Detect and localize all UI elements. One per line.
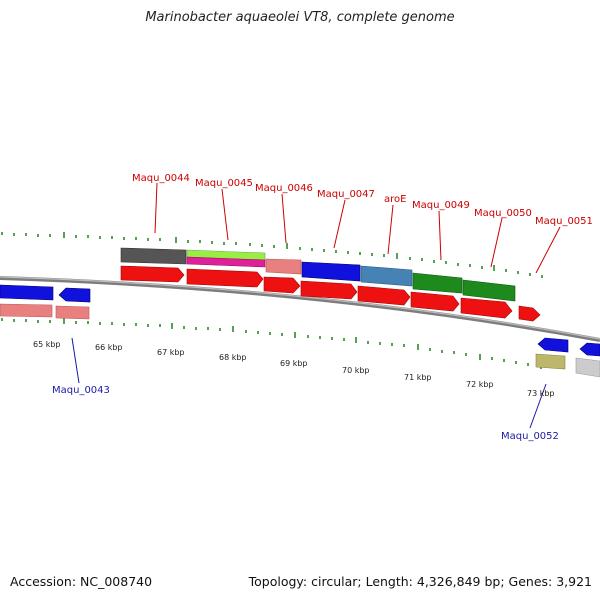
cds-arrow-maqu-0046[interactable] <box>263 276 301 294</box>
gene-block-maqu-0050[interactable] <box>462 279 516 302</box>
left-feature-group <box>0 284 91 320</box>
gene-label-maqu-0050[interactable]: Maqu_0050 <box>474 208 532 219</box>
gene-block-left-pink-1[interactable] <box>0 303 53 318</box>
genome-backbone-highlight <box>0 276 600 340</box>
kbp-label-65: 65 kbp <box>33 340 61 349</box>
gene-label-maqu-0052[interactable]: Maqu_0052 <box>501 431 559 442</box>
cds-arrow-maqu-0050[interactable] <box>460 297 513 319</box>
gene-block-maqu-0043[interactable] <box>55 305 90 320</box>
gene-label-maqu-0051[interactable]: Maqu_0051 <box>535 216 593 227</box>
gene-block-maqu-0049[interactable] <box>412 272 463 294</box>
label-leader-lines-blue <box>71 337 547 429</box>
cds-arrow-maqu-0045[interactable] <box>186 268 264 288</box>
cds-arrow-track <box>120 265 541 322</box>
kbp-label-70: 70 kbp <box>342 366 370 375</box>
lower-tick-track <box>1 318 542 369</box>
gene-label-maqu-0046[interactable]: Maqu_0046 <box>255 183 313 194</box>
gene-arrow-left-blue-1[interactable] <box>0 284 54 301</box>
gene-label-maqu-0049[interactable]: Maqu_0049 <box>412 200 470 211</box>
gene-block-maqu-0047[interactable] <box>301 261 361 282</box>
gene-block-aroe[interactable] <box>360 265 413 287</box>
gene-block-maqu-0044[interactable] <box>120 247 187 265</box>
gene-block-maqu-0052[interactable] <box>535 353 566 370</box>
kbp-label-67: 67 kbp <box>157 348 185 357</box>
label-leader-lines <box>154 182 561 274</box>
gene-label-maqu-0047[interactable]: Maqu_0047 <box>317 189 375 200</box>
gene-label-maqu-0043[interactable]: Maqu_0043 <box>52 385 110 396</box>
kbp-label-69: 69 kbp <box>280 359 308 368</box>
kbp-label-73: 73 kbp <box>527 389 555 398</box>
gene-label-maqu-0045[interactable]: Maqu_0045 <box>195 178 253 189</box>
gene-block-right-gray[interactable] <box>575 357 600 378</box>
right-feature-group <box>535 337 600 370</box>
genome-backbone <box>0 276 600 342</box>
genome-summary-text: Topology: circular; Length: 4,326,849 bp… <box>248 574 592 589</box>
kbp-label-71: 71 kbp <box>404 373 432 382</box>
gene-arrow-maqu-0052[interactable] <box>537 337 569 353</box>
gene-block-maqu-0046[interactable] <box>265 258 302 275</box>
gene-arrow-maqu-0043[interactable] <box>58 287 91 303</box>
kbp-label-66: 66 kbp <box>95 343 123 352</box>
cds-arrow-maqu-0051[interactable] <box>518 305 541 322</box>
upper-feature-track <box>120 247 600 378</box>
cds-arrow-maqu-0049[interactable] <box>410 291 460 312</box>
accession-text: Accession: NC_008740 <box>10 574 153 589</box>
gene-arrow-right-blue[interactable] <box>579 342 600 357</box>
cds-arrow-maqu-0044[interactable] <box>120 265 185 283</box>
gene-label-maqu-0044[interactable]: Maqu_0044 <box>132 173 190 184</box>
upper-tick-track <box>1 232 543 278</box>
cds-arrow-aroe[interactable] <box>357 285 411 306</box>
gene-label-aroe[interactable]: aroE <box>384 194 406 205</box>
page-title: Marinobacter aquaeolei VT8, complete gen… <box>145 10 455 25</box>
kbp-label-72: 72 kbp <box>466 380 494 389</box>
kbp-label-68: 68 kbp <box>219 353 247 362</box>
cds-arrow-maqu-0047[interactable] <box>300 280 358 300</box>
gene-block-maqu-0045-bottom[interactable] <box>186 256 266 268</box>
